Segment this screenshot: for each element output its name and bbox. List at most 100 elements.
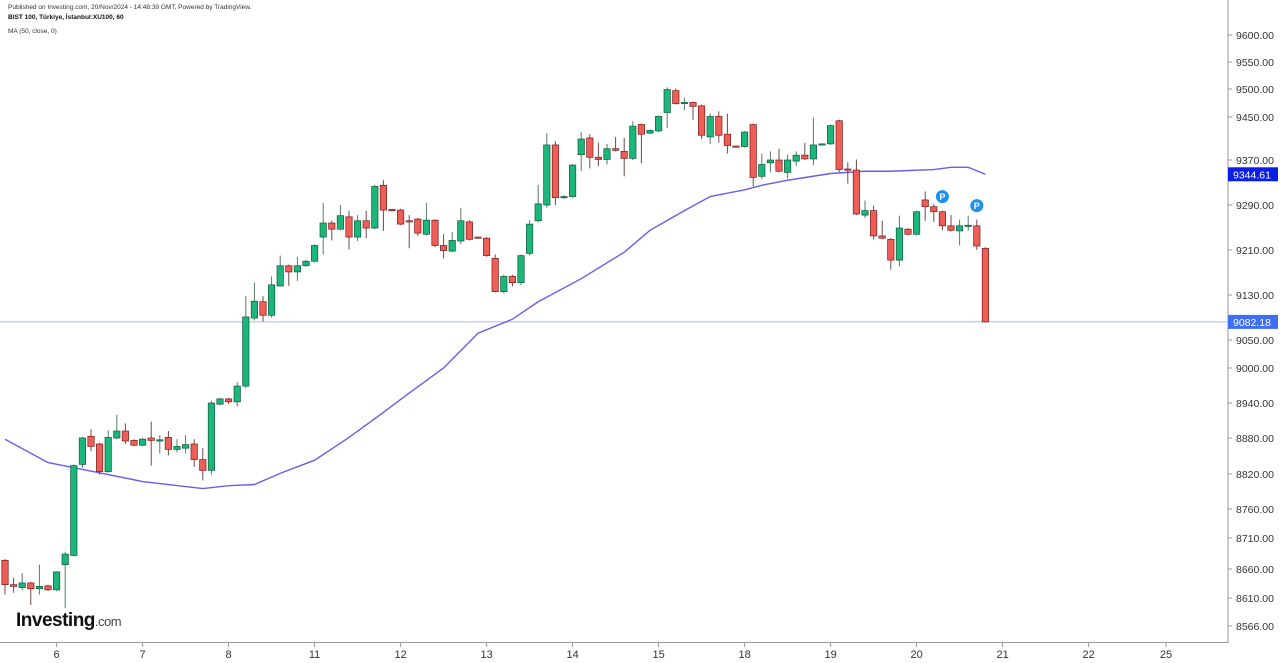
candle [887,238,895,270]
candle [913,210,921,236]
candle-body-down [938,211,946,227]
marker-p-icon[interactable] [970,199,984,213]
candle-body-down [775,159,783,172]
candle-body-up [250,300,258,319]
candle [379,180,387,231]
dividend-marker[interactable]: P [970,199,984,213]
candle-body-down [586,137,594,158]
candle [620,137,628,177]
candle [973,219,981,250]
indicator-legend[interactable]: MA (50, close, 0) [8,28,57,35]
candle [164,431,172,456]
candle [354,215,362,241]
last-price-tag: 9082.18 [1233,317,1271,329]
candle [534,184,542,223]
candle [732,145,740,148]
candle-body-down [973,225,981,247]
candle-body-down [345,216,353,238]
candle [190,439,198,467]
candle-body-down [285,265,293,273]
candle-body-down [491,258,499,292]
candle-body-up [603,148,611,160]
y-tick-label: 8566.00 [1236,621,1274,633]
candle-body-up [293,265,301,273]
candle-body-up [173,446,181,450]
candle-body-down [852,169,860,215]
marker-p-icon[interactable] [935,190,949,204]
candle [672,88,680,105]
candle [878,220,886,240]
y-tick-label: 8940.00 [1236,398,1274,410]
candle-body-down [465,221,473,240]
candle-body-down [414,218,422,234]
candle-body-down [10,584,18,587]
x-tick-label: 18 [738,649,750,661]
x-tick-label: 20 [910,649,922,661]
candle [362,210,370,239]
candle [655,115,663,133]
x-tick-label: 7 [140,649,146,661]
candle-body-down [801,154,809,160]
candle [964,215,972,231]
candle [612,136,620,152]
candle-body-down [362,220,370,229]
candle [981,247,989,323]
y-tick-label: 9500.00 [1236,84,1274,96]
y-tick-label: 9550.00 [1236,57,1274,69]
candle [938,210,946,231]
candle [397,208,405,226]
candle [130,439,138,447]
candle [680,97,688,111]
candle-body-up [276,265,284,287]
candle [861,200,869,218]
candle [293,256,301,281]
x-tick-label: 11 [309,649,320,661]
candle [414,217,422,236]
candle-body-up [663,89,671,113]
candle-body-up [526,223,534,254]
candle-body-up [766,159,774,164]
candle [1,559,9,595]
x-tick-label: 8 [226,649,232,661]
candle [207,400,215,475]
candle [758,153,766,180]
candle-body-up [809,144,817,160]
candle-body-up [680,102,688,104]
candle-body-up [422,219,430,235]
candle [698,104,706,140]
candle [345,210,353,250]
candle [285,264,293,286]
candle-body-down [887,238,895,261]
candle [276,255,284,287]
candle-body-down [405,220,413,223]
candle [465,220,473,241]
candle-body-up [543,144,551,206]
candle-body-down [930,206,938,213]
candle-body-up [336,215,344,230]
candle-body-up [354,220,362,238]
candle [517,254,525,285]
candle-body-up [500,276,508,292]
published-note: Published on Investing.com, 20/Nov/2024 … [8,4,252,11]
candle [96,442,104,475]
candle-body-up [560,196,568,199]
marker-label: P [974,201,980,211]
candle-body-down [715,116,723,136]
candle-body-down [749,124,757,178]
candle [199,448,207,481]
candle [491,254,499,293]
candle-body-up [70,465,78,556]
candle [474,236,482,239]
candle [70,464,78,557]
candle [139,438,147,447]
candle-body-up [827,125,835,145]
candle [302,260,310,267]
dividend-marker[interactable]: P [935,190,949,204]
candle [61,551,69,609]
candle-body-up [319,222,327,238]
candle-body-down [431,219,439,246]
x-tick-label: 15 [652,649,664,661]
candle-body-up [792,154,800,162]
x-tick-label: 19 [824,649,836,661]
